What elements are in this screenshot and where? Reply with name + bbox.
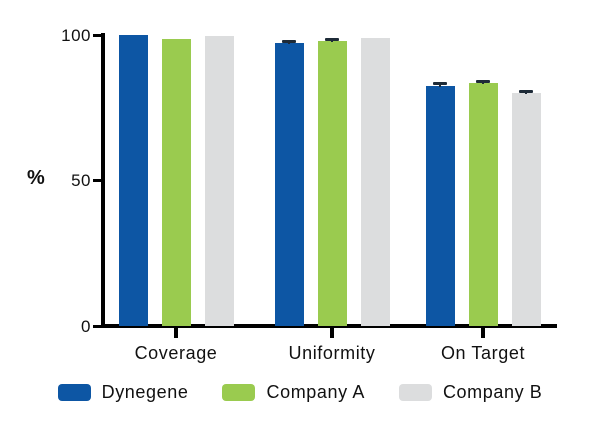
y-tick-label-50: 50 xyxy=(71,171,91,190)
legend: Dynegene Company A Company B xyxy=(0,382,600,403)
x-axis-line xyxy=(101,324,557,328)
legend-label-dynegene: Dynegene xyxy=(101,382,189,402)
error-bar-cap xyxy=(519,90,533,94)
category-label-on-target: On Target xyxy=(440,343,526,363)
error-bar-cap xyxy=(282,39,296,43)
legend-label-company-a: Company A xyxy=(266,382,365,402)
legend-swatch-company-b xyxy=(398,384,432,401)
y-tick-100 xyxy=(93,33,103,37)
bar-dynegene-uniformity xyxy=(274,42,304,326)
bar-company-b-on-target xyxy=(511,93,541,326)
category-label-uniformity: Uniformity xyxy=(288,343,376,363)
bar-company-b-coverage xyxy=(204,36,234,326)
x-tick-on-target xyxy=(481,328,485,338)
legend-swatch-company-a xyxy=(222,384,256,401)
error-bar-cap xyxy=(433,82,447,85)
x-tick-coverage xyxy=(174,328,178,338)
y-tick-label-100: 100 xyxy=(61,25,91,45)
legend-swatch-dynegene xyxy=(57,384,91,401)
legend-item-company-a: Company A xyxy=(222,382,364,403)
bar-dynegene-on-target xyxy=(425,85,455,326)
bar-dynegene-coverage xyxy=(118,35,148,326)
bar-company-b-uniformity xyxy=(360,37,390,326)
error-bar-cap xyxy=(476,79,490,83)
bar-company-a-uniformity xyxy=(317,41,347,326)
y-axis-label: % xyxy=(27,167,46,189)
y-tick-0 xyxy=(93,324,103,328)
x-tick-uniformity xyxy=(330,328,334,338)
y-tick-50 xyxy=(93,179,103,182)
category-label-coverage: Coverage xyxy=(134,343,218,363)
legend-item-company-b: Company B xyxy=(398,382,543,403)
legend-label-company-b: Company B xyxy=(442,382,543,402)
y-tick-label-0: 0 xyxy=(81,316,91,336)
legend-item-dynegene: Dynegene xyxy=(57,382,189,403)
bar-company-a-coverage xyxy=(161,38,191,326)
y-axis-line xyxy=(101,33,105,328)
error-bar-cap xyxy=(325,38,339,42)
bar-company-a-on-target xyxy=(468,83,498,326)
